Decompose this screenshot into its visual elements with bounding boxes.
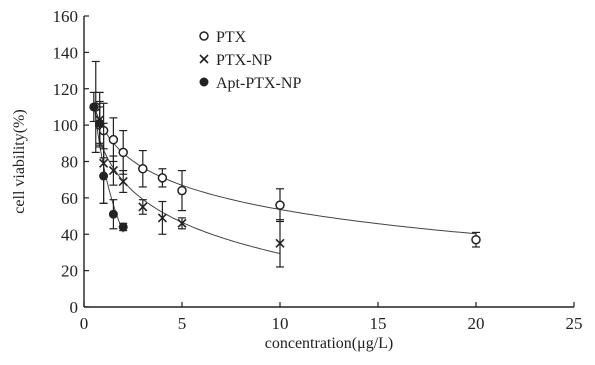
y-tick-label: 160 [53,7,79,26]
cross-stroke [157,213,167,223]
y-tick-label: 80 [61,153,78,172]
legend-marker-ptx-np [199,54,209,64]
x-tick-label: 5 [178,314,187,333]
point-ptx [471,234,481,245]
point-ptx-np [118,176,128,187]
cross-stroke [118,176,128,187]
y-tick-label: 100 [53,116,79,135]
cross-stroke [108,166,118,176]
point-apt-ptx-np [95,118,105,128]
point-apt-ptx-np [99,171,109,181]
y-tick-label: 20 [61,262,78,281]
point-ptx [275,200,285,210]
point-apt-ptx-np [118,222,128,232]
cross-stroke [138,202,148,212]
point-ptx [177,185,187,196]
fit-curves [93,99,477,254]
y-tick-label: 140 [53,43,79,62]
fit-curve-ptx-np [99,139,281,254]
x-tick-label: 10 [272,314,289,333]
x-tick-label: 25 [566,314,583,333]
point-ptx-np [275,238,285,248]
cross-stroke [199,54,209,64]
y-tick-label: 40 [61,225,78,244]
data-marks [89,60,481,268]
fit-curve-ptx [95,110,477,235]
legend-marker-apt-ptx-np [199,77,209,87]
x-tick-label: 15 [370,314,387,333]
point-apt-ptx-np [89,102,99,112]
y-tick-label: 0 [70,298,79,317]
y-axis-title: cell viability(%) [11,109,28,213]
point-apt-ptx-np [108,209,118,219]
point-ptx-np [138,202,148,212]
point-ptx [108,134,119,145]
point-ptx [118,147,128,158]
legend-label: Apt-PTX-NP [216,75,301,92]
axes: 0 5 10 15 20 25 0 20 40 60 80 100 120 140 160 concentra… [11,7,583,352]
point-ptx [157,173,168,183]
point-ptx-np [108,166,118,176]
x-tick-label: 0 [80,314,89,333]
point-ptx-np [177,218,187,228]
x-tick-label: 20 [468,314,485,333]
legend-marker-ptx [199,31,209,41]
point-ptx [138,164,148,174]
y-tick-label: 60 [61,189,78,208]
cross-stroke [177,218,187,228]
point-ptx-np [157,213,167,223]
y-tick-label: 120 [53,80,79,99]
cross-stroke [275,238,285,248]
legend-label: PTX [216,29,247,46]
fit-curve-apt-ptx-np [93,99,124,233]
legend: PTX PTX-NP Apt-PTX-NP [199,29,301,92]
legend-label: PTX-NP [216,52,272,69]
x-axis-title: concentration(μg/L) [265,335,394,352]
